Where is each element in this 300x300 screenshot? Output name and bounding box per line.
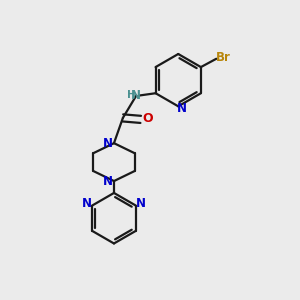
Text: N: N [102,175,112,188]
Text: N: N [177,102,187,115]
Text: Br: Br [216,51,231,64]
Text: N: N [136,197,146,210]
Text: O: O [142,112,153,125]
Text: N: N [82,197,92,210]
Text: N: N [102,137,112,150]
Text: N: N [131,88,141,101]
Text: H: H [127,90,135,100]
